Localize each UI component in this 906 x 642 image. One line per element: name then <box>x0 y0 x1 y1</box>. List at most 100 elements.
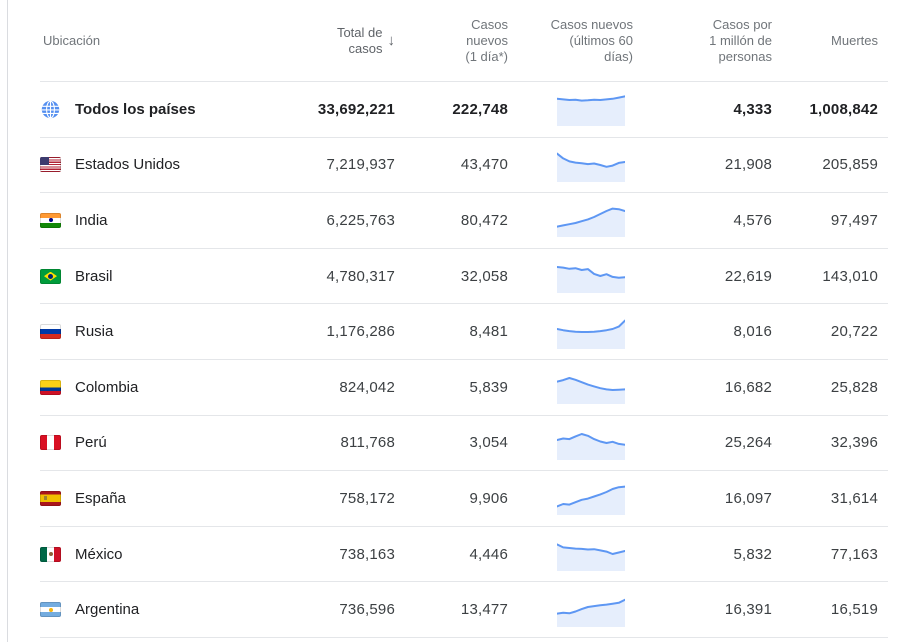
ar-flag-icon <box>40 602 61 618</box>
es-flag-icon <box>40 490 61 506</box>
table-row[interactable]: Argentina 736,596 13,477 16,391 16,519 <box>40 582 888 638</box>
location-cell: Rusia <box>40 323 280 340</box>
new-cases-1day-value: 4,446 <box>469 545 508 563</box>
new-cases-60day-cell <box>508 148 633 182</box>
location-name: Todos los países <box>75 100 196 118</box>
location-cell: India <box>40 212 280 229</box>
new-cases-60day-cell <box>508 203 633 238</box>
total-cases-value: 736,596 <box>339 601 395 619</box>
globe-icon <box>40 100 61 119</box>
deaths-value: 77,163 <box>830 545 878 563</box>
new-cases-60day-cell <box>508 593 633 627</box>
sparkline-chart <box>557 486 625 516</box>
location-cell: Todos los países <box>40 100 280 119</box>
cases-per-million-value: 4,576 <box>733 211 772 229</box>
deaths-value: 1,008,842 <box>809 100 878 118</box>
cases-per-million-value: 21,908 <box>724 156 772 174</box>
cases-per-million-value: 22,619 <box>724 267 772 285</box>
new-cases-60day-cell <box>508 259 633 294</box>
table-header-row: Ubicación Total de casos ↓ Casos nuevos … <box>40 0 888 82</box>
table-row[interactable]: Perú 811,768 3,054 25,264 32,396 <box>40 416 888 472</box>
location-cell: Brasil <box>40 268 280 285</box>
location-name: Colombia <box>75 378 139 396</box>
br-flag-icon <box>40 268 61 284</box>
sparkline-chart <box>557 319 625 349</box>
table-body: Todos los países 33,692,221 222,748 4,33… <box>40 82 888 638</box>
header-label: Casos nuevos <box>550 16 633 32</box>
location-name: Rusia <box>75 323 114 341</box>
sparkline-chart <box>557 377 625 405</box>
deaths-value: 25,828 <box>830 378 878 396</box>
total-cases-value: 811,768 <box>340 434 395 452</box>
location-name: India <box>75 211 108 229</box>
deaths-value: 16,519 <box>830 601 878 619</box>
panel-left-divider <box>7 0 8 642</box>
total-cases-value: 824,042 <box>339 378 395 396</box>
cases-per-million-value: 16,682 <box>724 378 772 396</box>
pe-flag-icon <box>40 435 61 451</box>
table-row[interactable]: Brasil 4,780,317 32,058 22,619 143,010 <box>40 249 888 305</box>
table-row[interactable]: México 738,163 4,446 5,832 77,163 <box>40 527 888 583</box>
table-row[interactable]: Estados Unidos 7,219,937 43,470 21,908 2… <box>40 138 888 194</box>
cases-per-million-value: 5,832 <box>733 545 772 563</box>
column-header-total-de-casos[interactable]: Total de casos ↓ <box>280 25 395 57</box>
co-flag-icon <box>40 379 61 395</box>
table-row[interactable]: Rusia 1,176,286 8,481 8,016 20,722 <box>40 304 888 360</box>
sparkline-chart <box>557 598 625 627</box>
column-header-muertes[interactable]: Muertes <box>772 33 888 49</box>
header-label: Casos <box>471 16 508 32</box>
header-label: Casos por <box>712 16 772 32</box>
cases-per-million-value: 4,333 <box>733 100 772 118</box>
location-cell: España <box>40 490 280 507</box>
total-cases-value: 4,780,317 <box>326 267 395 285</box>
column-header-casos-nuevos-60dias[interactable]: Casos nuevos (últimos 60 días) <box>508 17 633 65</box>
location-name: España <box>75 489 126 507</box>
sparkline-chart <box>557 208 625 238</box>
new-cases-1day-value: 80,472 <box>460 211 508 229</box>
new-cases-60day-cell <box>508 537 633 572</box>
new-cases-60day-cell <box>508 481 633 516</box>
total-cases-value: 758,172 <box>339 489 395 507</box>
table-row[interactable]: India 6,225,763 80,472 4,576 97,497 <box>40 193 888 249</box>
deaths-value: 97,497 <box>830 211 878 229</box>
total-cases-value: 1,176,286 <box>326 323 395 341</box>
sparkline-chart <box>557 152 625 182</box>
location-cell: Estados Unidos <box>40 156 280 173</box>
cases-per-million-value: 25,264 <box>724 434 772 452</box>
cases-per-million-value: 16,097 <box>724 489 772 507</box>
sparkline-chart <box>557 543 625 572</box>
total-cases-value: 33,692,221 <box>317 100 395 118</box>
new-cases-60day-cell <box>508 426 633 460</box>
header-label: Ubicación <box>43 32 101 48</box>
table-row[interactable]: Colombia 824,042 5,839 16,682 25,828 <box>40 360 888 416</box>
table-row[interactable]: España 758,172 9,906 16,097 31,614 <box>40 471 888 527</box>
new-cases-1day-value: 5,839 <box>469 378 508 396</box>
location-name: México <box>75 545 123 563</box>
table-row[interactable]: Todos los países 33,692,221 222,748 4,33… <box>40 82 888 138</box>
sparkline-chart <box>557 266 625 294</box>
new-cases-1day-value: 3,054 <box>469 434 508 452</box>
deaths-value: 32,396 <box>830 434 878 452</box>
deaths-value: 143,010 <box>822 267 878 285</box>
total-cases-value: 7,219,937 <box>326 156 395 174</box>
in-flag-icon <box>40 212 61 228</box>
us-flag-icon <box>40 157 61 173</box>
new-cases-1day-value: 43,470 <box>460 156 508 174</box>
deaths-value: 205,859 <box>822 156 878 174</box>
column-header-ubicacion[interactable]: Ubicación <box>40 33 280 49</box>
location-name: Perú <box>75 434 107 452</box>
column-header-casos-por-millon[interactable]: Casos por 1 millón de personas <box>633 17 772 65</box>
column-header-casos-nuevos-1dia[interactable]: Casos nuevos (1 día*) <box>395 17 508 65</box>
location-name: Estados Unidos <box>75 156 181 174</box>
new-cases-60day-cell <box>508 370 633 405</box>
cases-per-million-value: 8,016 <box>733 323 772 341</box>
ru-flag-icon <box>40 324 61 340</box>
sparkline-chart <box>557 432 625 460</box>
location-name: Brasil <box>75 267 113 285</box>
new-cases-1day-value: 8,481 <box>469 323 508 341</box>
new-cases-1day-value: 9,906 <box>469 489 508 507</box>
location-cell: Colombia <box>40 379 280 396</box>
cases-per-million-value: 16,391 <box>724 601 772 619</box>
header-label: Muertes <box>831 32 878 48</box>
location-cell: Perú <box>40 434 280 451</box>
